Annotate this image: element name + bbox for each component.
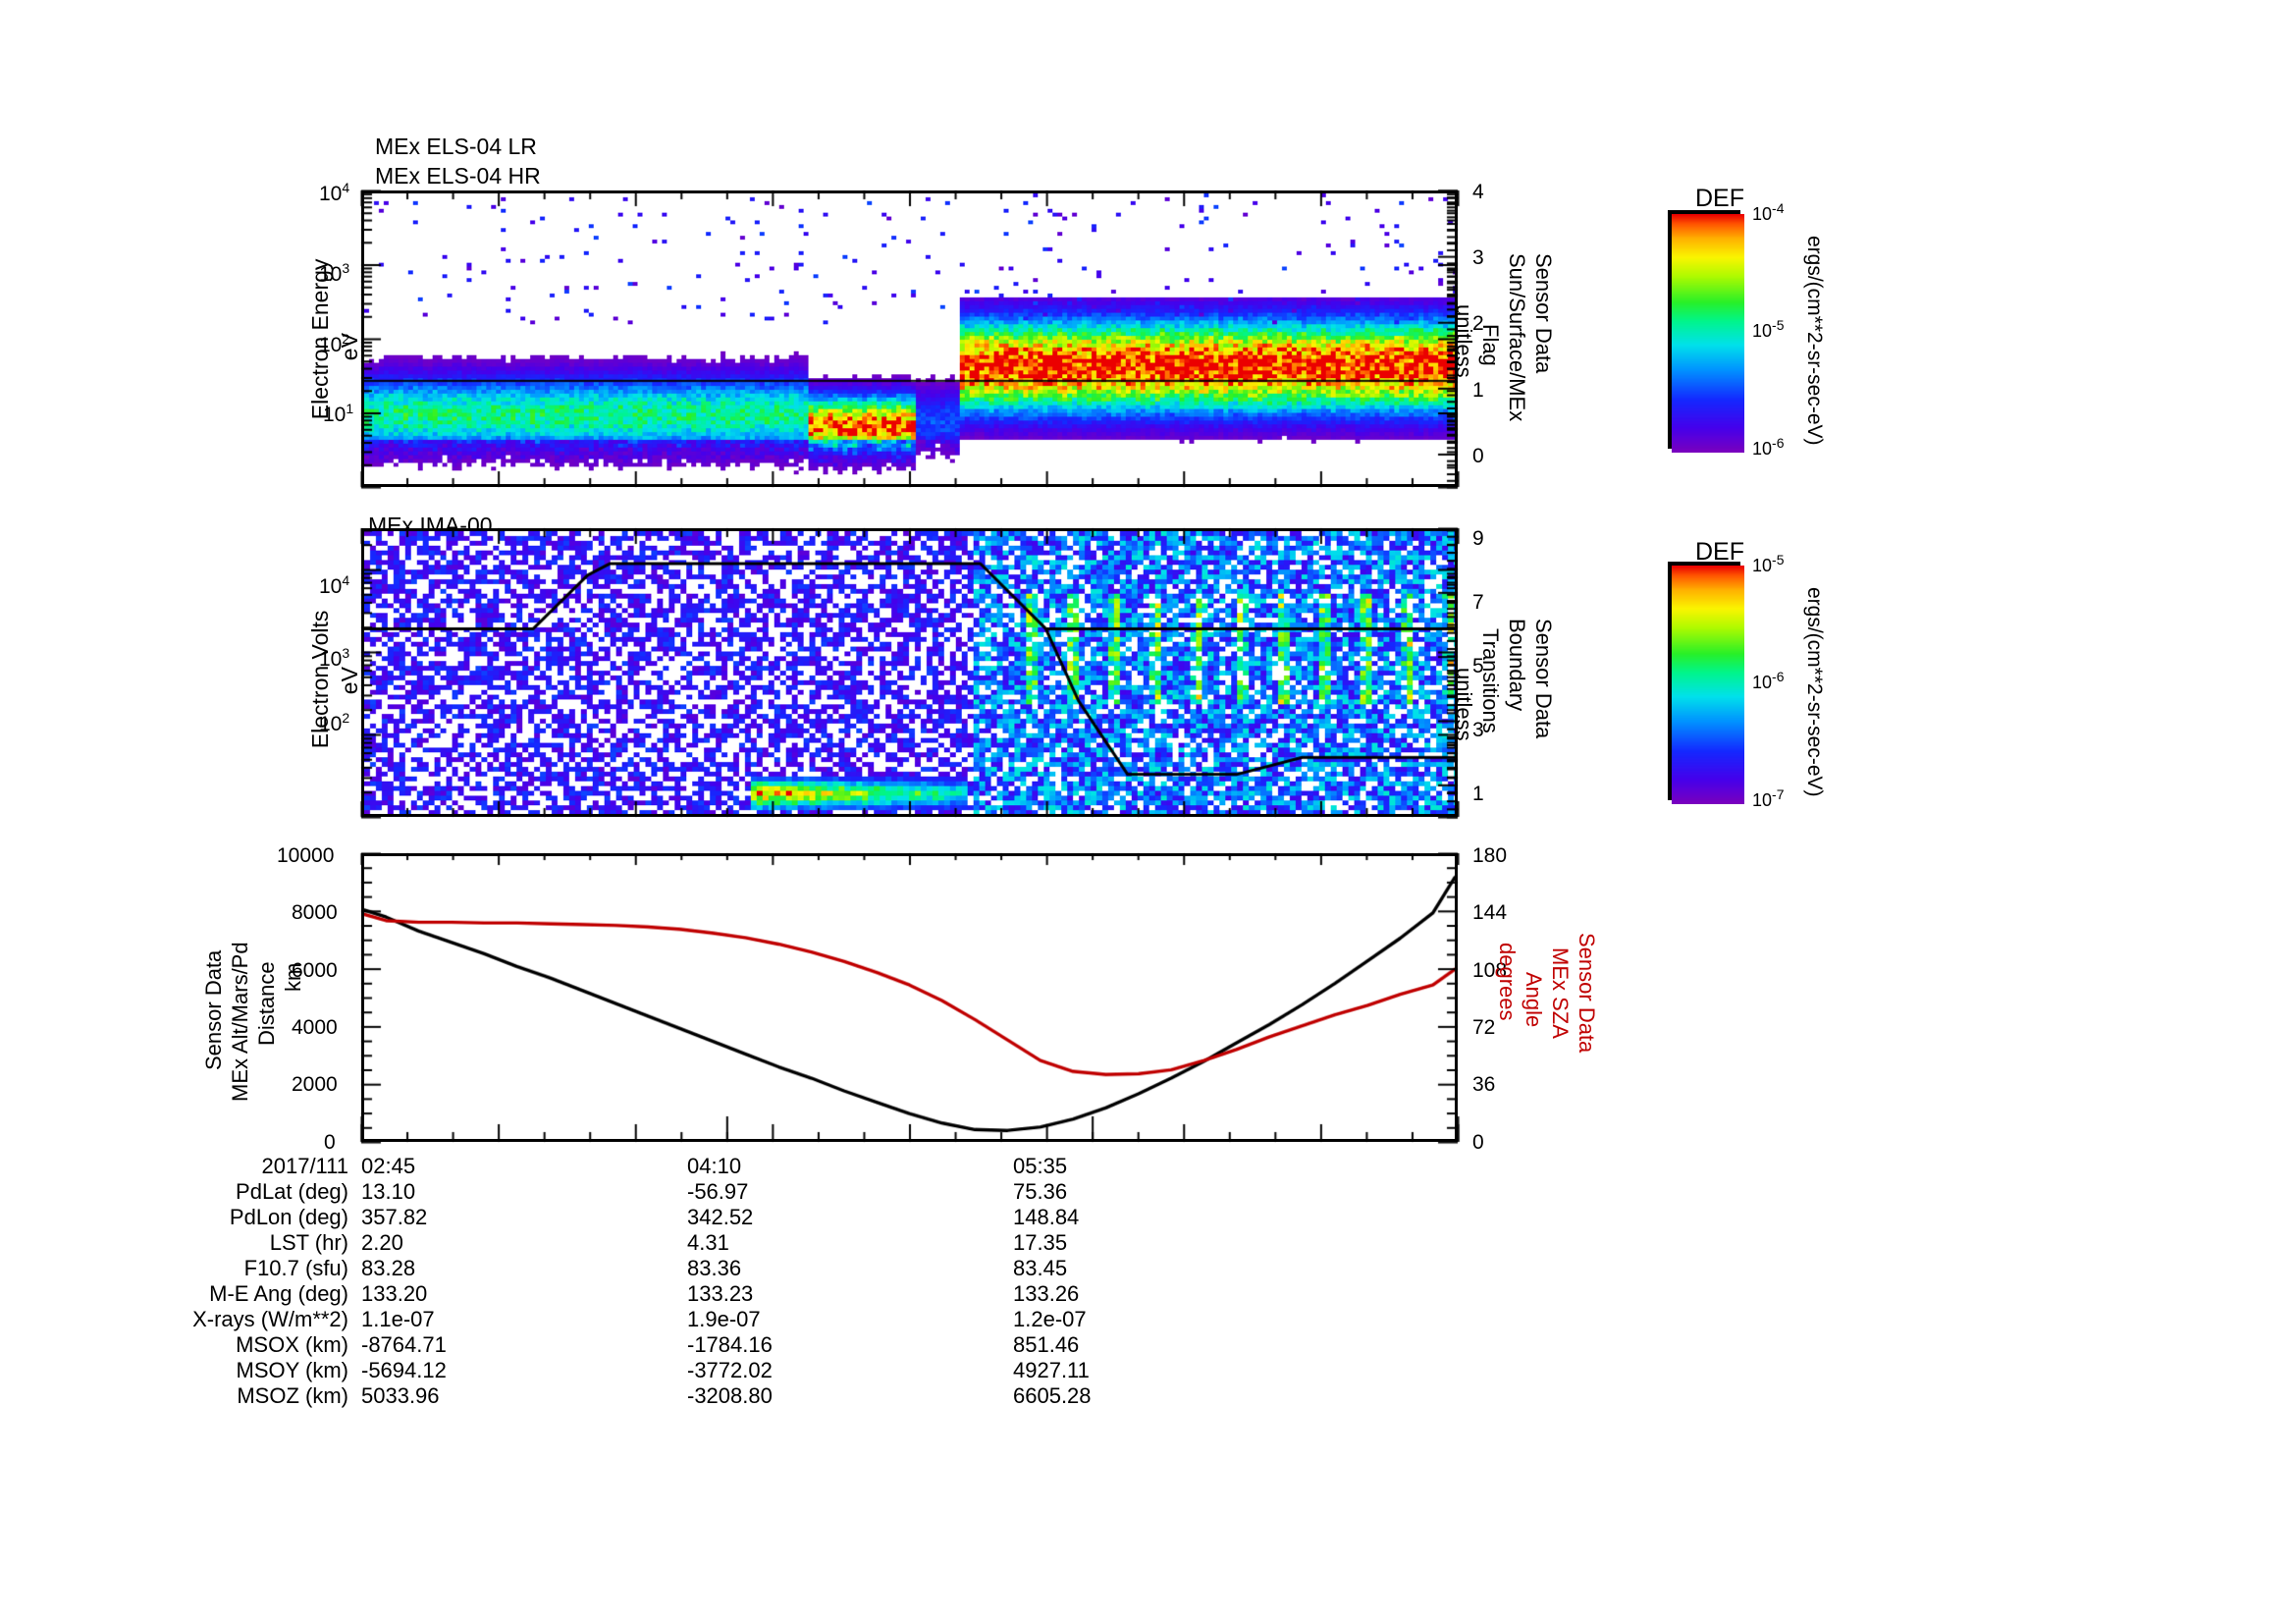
xaxis-row-value: 357.82 [361, 1205, 428, 1229]
xaxis-row-value: 133.23 [687, 1281, 754, 1306]
xaxis-row-label: PdLon (deg) [229, 1205, 348, 1229]
xaxis-row-value: 02:45 [361, 1154, 416, 1178]
xaxis-annotation-table: 2017/111 02:45 04:10 05:35 PdLat (deg) 13.10 -… [0, 1154, 1472, 1448]
xaxis-row-value: 83.45 [1013, 1256, 1068, 1280]
xaxis-row-value: 83.36 [687, 1256, 742, 1280]
xaxis-row-value: -5694.12 [361, 1358, 447, 1382]
xaxis-row-value: 13.10 [361, 1179, 416, 1204]
xaxis-row-value: -3772.02 [687, 1358, 773, 1382]
xaxis-row-value: 5033.96 [361, 1383, 440, 1408]
xaxis-row-value: 133.26 [1013, 1281, 1080, 1306]
xaxis-row-value: 17.35 [1013, 1230, 1068, 1255]
xaxis-row-value: 75.36 [1013, 1179, 1068, 1204]
xaxis-row-value: 2.20 [361, 1230, 403, 1255]
xaxis-row-value: 4927.11 [1013, 1358, 1090, 1382]
xaxis-row-label: F10.7 (sfu) [243, 1256, 348, 1280]
xaxis-row-label: 2017/111 [261, 1154, 349, 1178]
xaxis-row-label: MSOY (km) [236, 1358, 348, 1382]
xaxis-row-value: 148.84 [1013, 1205, 1080, 1229]
xaxis-row-value: -56.97 [687, 1179, 749, 1204]
xaxis-row-label: LST (hr) [269, 1230, 348, 1255]
xaxis-row-value: 1.2e-07 [1013, 1307, 1087, 1331]
xaxis-row-value: 4.31 [687, 1230, 729, 1255]
xaxis-row-label: MSOZ (km) [237, 1383, 348, 1408]
xaxis-row-value: 83.28 [361, 1256, 416, 1280]
xaxis-row-label: M-E Ang (deg) [209, 1281, 348, 1306]
xaxis-row-label: X-rays (W/m**2) [192, 1307, 348, 1331]
xaxis-row-value: 851.46 [1013, 1332, 1080, 1357]
xaxis-row-label: PdLat (deg) [236, 1179, 348, 1204]
xaxis-row-value: 1.1e-07 [361, 1307, 435, 1331]
xaxis-row-label: MSOX (km) [236, 1332, 348, 1357]
xaxis-row-value: -8764.71 [361, 1332, 447, 1357]
xaxis-row-value: 05:35 [1013, 1154, 1068, 1178]
xaxis-row-value: 6605.28 [1013, 1383, 1092, 1408]
xaxis-row-value: -1784.16 [687, 1332, 773, 1357]
xaxis-row-value: -3208.80 [687, 1383, 773, 1408]
xaxis-row-value: 04:10 [687, 1154, 742, 1178]
xaxis-row-value: 1.9e-07 [687, 1307, 761, 1331]
xaxis-row-value: 342.52 [687, 1205, 754, 1229]
xaxis-row-value: 133.20 [361, 1281, 428, 1306]
